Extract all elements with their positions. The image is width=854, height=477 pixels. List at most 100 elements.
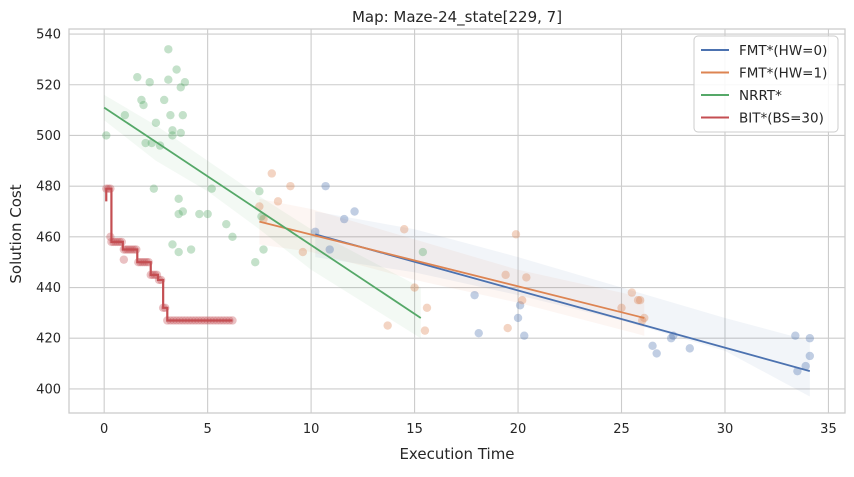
y-tick-label: 400 <box>36 382 61 397</box>
y-tick-label: 480 <box>36 180 61 195</box>
fmt-hw-1-point <box>273 197 283 206</box>
fmt-hw-1-confidence-band <box>259 198 645 336</box>
fmt-hw-1-point <box>298 247 308 257</box>
y-tick-label: 540 <box>36 28 61 43</box>
fmt-hw-0-point <box>791 331 800 340</box>
nrrt-point <box>168 126 177 135</box>
fmt-hw-1-point <box>517 296 527 305</box>
nrrt-point <box>174 209 183 219</box>
nrrt-point <box>174 247 183 257</box>
fmt-hw-0-point <box>805 334 815 343</box>
nrrt-point <box>178 207 188 216</box>
fmt-hw-1-point <box>617 303 626 313</box>
nrrt-point <box>141 138 150 148</box>
nrrt-point <box>178 110 188 120</box>
x-tick-label: 0 <box>100 422 108 437</box>
fmt-hw-0-point <box>515 301 525 310</box>
fmt-hw-1-point <box>627 288 637 297</box>
nrrt-fit-line <box>103 106 422 319</box>
nrrt-point <box>137 95 146 105</box>
fmt-hw-0-point <box>325 245 334 254</box>
fmt-hw-0-point <box>805 351 815 361</box>
y-tick-label: 460 <box>36 230 61 245</box>
nrrt-point <box>133 72 142 82</box>
fmt-hw-1-point <box>633 296 643 305</box>
nrrt-point <box>164 45 173 54</box>
nrrt-point <box>228 232 237 242</box>
fmt-hw-1-point <box>267 169 276 178</box>
fmt-hw-0-point <box>350 207 359 216</box>
fmt-hw-1-fit-line <box>259 220 645 319</box>
y-axis-label: Solution Cost <box>7 184 25 283</box>
grid-layer <box>69 29 845 413</box>
legend-label-fmt-hw-0: FMT*(HW=0) <box>739 43 827 59</box>
fmt-hw-0-point <box>520 331 529 340</box>
nrrt-point <box>166 110 175 120</box>
nrrt-point <box>149 184 159 193</box>
nrrt-point <box>418 247 428 257</box>
fmt-hw-1-point <box>400 225 409 234</box>
nrrt-confidence-band <box>104 94 421 339</box>
x-tick-label: 20 <box>510 422 527 437</box>
nrrt-point <box>139 100 148 110</box>
fmt-hw-0-point <box>340 214 349 224</box>
legend-label-fmt-hw-1: FMT*(HW=1) <box>739 66 827 82</box>
fmt-hw-1-point <box>638 316 647 325</box>
nrrt-point <box>145 78 154 87</box>
nrrt-point <box>222 219 231 229</box>
fmt-hw-1-point <box>522 273 531 282</box>
legend-box <box>693 35 839 133</box>
fmt-hw-0-confidence-band <box>315 211 810 397</box>
y-tick-label: 440 <box>36 281 61 296</box>
confidence-bands <box>104 94 810 397</box>
chart-title: Map: Maze-24_state[229, 7] <box>352 8 562 27</box>
x-tick-label: 5 <box>204 422 212 437</box>
nrrt-point <box>151 118 161 127</box>
nrrt-point <box>172 65 181 74</box>
x-axis-label: Execution Time <box>399 445 514 463</box>
nrrt-point <box>176 83 185 92</box>
x-tick-label: 30 <box>717 422 734 437</box>
fmt-hw-0-point <box>311 227 320 236</box>
nrrt-point <box>255 187 264 196</box>
nrrt-point <box>259 245 268 254</box>
fmt-hw-1-point <box>286 181 295 191</box>
series-lines <box>103 106 811 373</box>
bit-bs-30-step-line <box>105 187 233 322</box>
nrrt-point <box>176 128 185 138</box>
tick-labels: 0 5 10 15 20 25 30 35 400 420 440 460 480 500 520 540 <box>36 28 837 437</box>
fmt-hw-0-point <box>470 290 479 300</box>
fmt-hw-0-point <box>321 181 330 191</box>
fmt-hw-0-point <box>474 328 483 338</box>
fmt-hw-1-point <box>422 303 432 313</box>
x-tick-label: 25 <box>613 422 630 437</box>
fmt-hw-1-point <box>503 323 512 333</box>
fmt-hw-1-point <box>635 296 645 305</box>
bit-bs-30-point <box>119 255 129 264</box>
nrrt-point <box>120 110 130 120</box>
fmt-hw-1-point <box>501 270 510 280</box>
fmt-hw-1-point <box>511 230 521 239</box>
legend-label-bit-bs-30: BIT*(BS=30) <box>739 111 824 127</box>
nrrt-point <box>180 78 190 87</box>
nrrt-point <box>186 245 196 254</box>
nrrt-point <box>207 184 216 193</box>
x-tick-label: 35 <box>820 422 837 437</box>
nrrt-point <box>203 209 212 219</box>
fmt-hw-0-point <box>648 341 657 351</box>
fmt-hw-0-point <box>652 349 661 358</box>
x-tick-label: 10 <box>303 422 320 437</box>
fmt-hw-0-point <box>666 334 676 343</box>
nrrt-point <box>102 131 111 140</box>
nrrt-point <box>168 240 177 249</box>
fmt-hw-1-point <box>410 283 419 292</box>
nrrt-point <box>195 209 204 219</box>
nrrt-point <box>168 131 177 140</box>
x-tick-label: 15 <box>406 422 423 437</box>
nrrt-point <box>174 194 183 204</box>
fmt-hw-1-point <box>259 214 268 224</box>
fmt-hw-1-point <box>383 321 392 330</box>
fmt-hw-1-point <box>420 326 430 335</box>
